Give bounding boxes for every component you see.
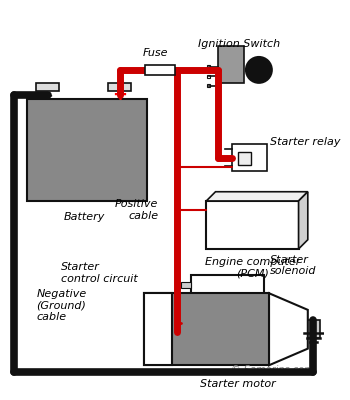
- FancyBboxPatch shape: [207, 65, 210, 69]
- Text: Fuse: Fuse: [143, 48, 168, 58]
- FancyBboxPatch shape: [238, 152, 251, 165]
- Text: Starter motor: Starter motor: [200, 379, 275, 389]
- Text: Starter
solenoid: Starter solenoid: [270, 255, 316, 276]
- Polygon shape: [269, 293, 308, 365]
- Text: −: −: [42, 88, 53, 102]
- Text: Engine computer
(PCM): Engine computer (PCM): [205, 257, 300, 278]
- FancyBboxPatch shape: [207, 84, 210, 88]
- Text: Ignition Switch: Ignition Switch: [197, 39, 280, 49]
- FancyBboxPatch shape: [220, 294, 243, 317]
- FancyBboxPatch shape: [108, 83, 131, 91]
- FancyBboxPatch shape: [232, 144, 267, 172]
- FancyBboxPatch shape: [191, 275, 265, 332]
- Text: Starter relay: Starter relay: [270, 137, 341, 147]
- FancyBboxPatch shape: [181, 293, 191, 299]
- Text: © Samarins.com: © Samarins.com: [231, 365, 313, 375]
- FancyBboxPatch shape: [36, 83, 58, 91]
- FancyBboxPatch shape: [145, 293, 172, 365]
- Circle shape: [246, 57, 272, 83]
- FancyBboxPatch shape: [27, 100, 147, 201]
- Polygon shape: [206, 192, 308, 201]
- Polygon shape: [299, 192, 308, 249]
- FancyBboxPatch shape: [207, 74, 210, 78]
- Text: Negative
(Ground)
cable: Negative (Ground) cable: [36, 289, 87, 322]
- FancyBboxPatch shape: [206, 201, 299, 249]
- Text: Battery: Battery: [64, 212, 105, 222]
- FancyBboxPatch shape: [145, 65, 175, 75]
- FancyBboxPatch shape: [308, 320, 320, 338]
- Text: Starter
control circuit: Starter control circuit: [61, 262, 138, 284]
- Text: +: +: [112, 86, 127, 104]
- FancyBboxPatch shape: [218, 46, 244, 83]
- FancyBboxPatch shape: [181, 304, 191, 310]
- FancyBboxPatch shape: [181, 316, 191, 321]
- FancyBboxPatch shape: [145, 293, 269, 365]
- Text: Positive
cable: Positive cable: [115, 199, 158, 221]
- FancyBboxPatch shape: [181, 282, 191, 288]
